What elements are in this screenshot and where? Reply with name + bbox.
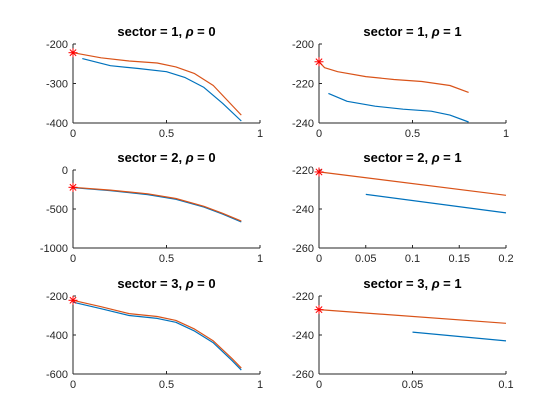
subplot-1: sector = 1, ρ = 0 0 0.5 1 -400 -300 -200	[46, 24, 263, 140]
series-line-orange	[72, 186, 242, 222]
title-prefix: sector = 1,	[117, 24, 185, 39]
title-suffix: = 1	[440, 276, 462, 291]
x-tick-label: 0.5	[159, 379, 174, 391]
series-line-orange	[318, 61, 469, 93]
x-tick-label: 0	[70, 379, 76, 391]
series-line-orange	[318, 309, 507, 324]
y-tick-label: -400	[46, 330, 68, 342]
x-tick-label: 0.05	[355, 253, 376, 265]
subplot-3: sector = 2, ρ = 0 0 0.5 1 -1000 -500 0	[40, 150, 263, 265]
subplot-4: sector = 2, ρ = 1 0 0.05 0.1 0.15 0.2 -260 -240…	[292, 150, 514, 265]
y-tick-label: -260	[292, 369, 314, 381]
series-line-orange	[72, 299, 242, 369]
title-rho: ρ	[185, 150, 194, 165]
y-tick-label: -400	[46, 118, 68, 130]
x-tick-label: 1	[257, 253, 263, 265]
y-tick-label: -200	[292, 39, 314, 51]
title-rho: ρ	[431, 276, 440, 291]
x-tick-label: 0	[316, 379, 322, 391]
title-rho: ρ	[185, 276, 194, 291]
subplot-5: sector = 3, ρ = 0 0 0.5 1 -600 -400 -200	[46, 276, 263, 391]
title-rho: ρ	[431, 24, 440, 39]
title-suffix: = 0	[194, 276, 216, 291]
subplot-title: sector = 2, ρ = 0	[117, 150, 215, 165]
title-prefix: sector = 2,	[117, 150, 185, 165]
y-tick-label: 0	[62, 165, 68, 177]
y-tick-label: -220	[292, 291, 314, 303]
x-tick-label: 0	[70, 128, 76, 140]
title-suffix: = 0	[194, 150, 216, 165]
subplot-2: sector = 1, ρ = 1 0 0.5 1 -240 -220 -200	[292, 24, 509, 140]
x-tick-label: 0	[70, 253, 76, 265]
subplot-title: sector = 1, ρ = 0	[117, 24, 215, 39]
series-line-blue	[82, 58, 242, 122]
x-tick-label: 0.5	[159, 128, 174, 140]
title-rho: ρ	[185, 24, 194, 39]
y-tick-label: -220	[292, 165, 314, 177]
y-tick-label: -500	[46, 204, 68, 216]
subplot-title: sector = 3, ρ = 0	[117, 276, 215, 291]
subplot-title: sector = 3, ρ = 1	[363, 276, 461, 291]
subplot-title: sector = 2, ρ = 1	[363, 150, 461, 165]
subplot-title: sector = 1, ρ = 1	[363, 24, 461, 39]
y-tick-label: -200	[46, 291, 68, 303]
asterisk-marker	[314, 167, 324, 177]
title-suffix: = 0	[194, 24, 216, 39]
series-line-blue	[328, 92, 469, 123]
y-tick-label: -300	[46, 79, 68, 91]
title-suffix: = 1	[440, 150, 462, 165]
series-line-orange	[318, 171, 507, 196]
title-prefix: sector = 1,	[363, 24, 431, 39]
y-tick-label: -200	[46, 39, 68, 51]
x-tick-label: 0.15	[449, 253, 470, 265]
x-tick-label: 1	[257, 128, 263, 140]
title-suffix: = 1	[440, 24, 462, 39]
x-tick-label: 1	[503, 128, 509, 140]
asterisk-marker	[314, 57, 324, 67]
y-tick-label: -1000	[40, 243, 68, 255]
x-tick-label: 0.5	[405, 128, 420, 140]
title-prefix: sector = 3,	[363, 276, 431, 291]
series-line-orange	[72, 52, 242, 116]
y-tick-label: -240	[292, 118, 314, 130]
x-tick-label: 1	[257, 379, 263, 391]
x-tick-label: 0.1	[405, 253, 420, 265]
x-tick-label: 0.05	[402, 379, 423, 391]
asterisk-marker	[68, 48, 78, 58]
asterisk-marker	[68, 295, 78, 305]
y-tick-label: -220	[292, 79, 314, 91]
x-tick-label: 0.1	[498, 379, 513, 391]
series-line-blue	[72, 187, 242, 223]
subplot-6: sector = 3, ρ = 1 0 0.05 0.1 -260 -240 -220	[292, 276, 514, 391]
series-line-blue	[365, 193, 507, 214]
title-rho: ρ	[431, 150, 440, 165]
series-line-blue	[412, 331, 507, 342]
y-tick-label: -600	[46, 369, 68, 381]
asterisk-marker	[68, 182, 78, 192]
series-line-blue	[72, 301, 242, 371]
y-tick-label: -260	[292, 243, 314, 255]
x-tick-label: 0	[316, 253, 322, 265]
x-tick-label: 0	[316, 128, 322, 140]
y-tick-label: -240	[292, 330, 314, 342]
x-tick-label: 0.5	[159, 253, 174, 265]
x-tick-label: 0.2	[498, 253, 513, 265]
y-tick-label: -240	[292, 204, 314, 216]
asterisk-marker	[314, 305, 324, 315]
title-prefix: sector = 2,	[363, 150, 431, 165]
title-prefix: sector = 3,	[117, 276, 185, 291]
